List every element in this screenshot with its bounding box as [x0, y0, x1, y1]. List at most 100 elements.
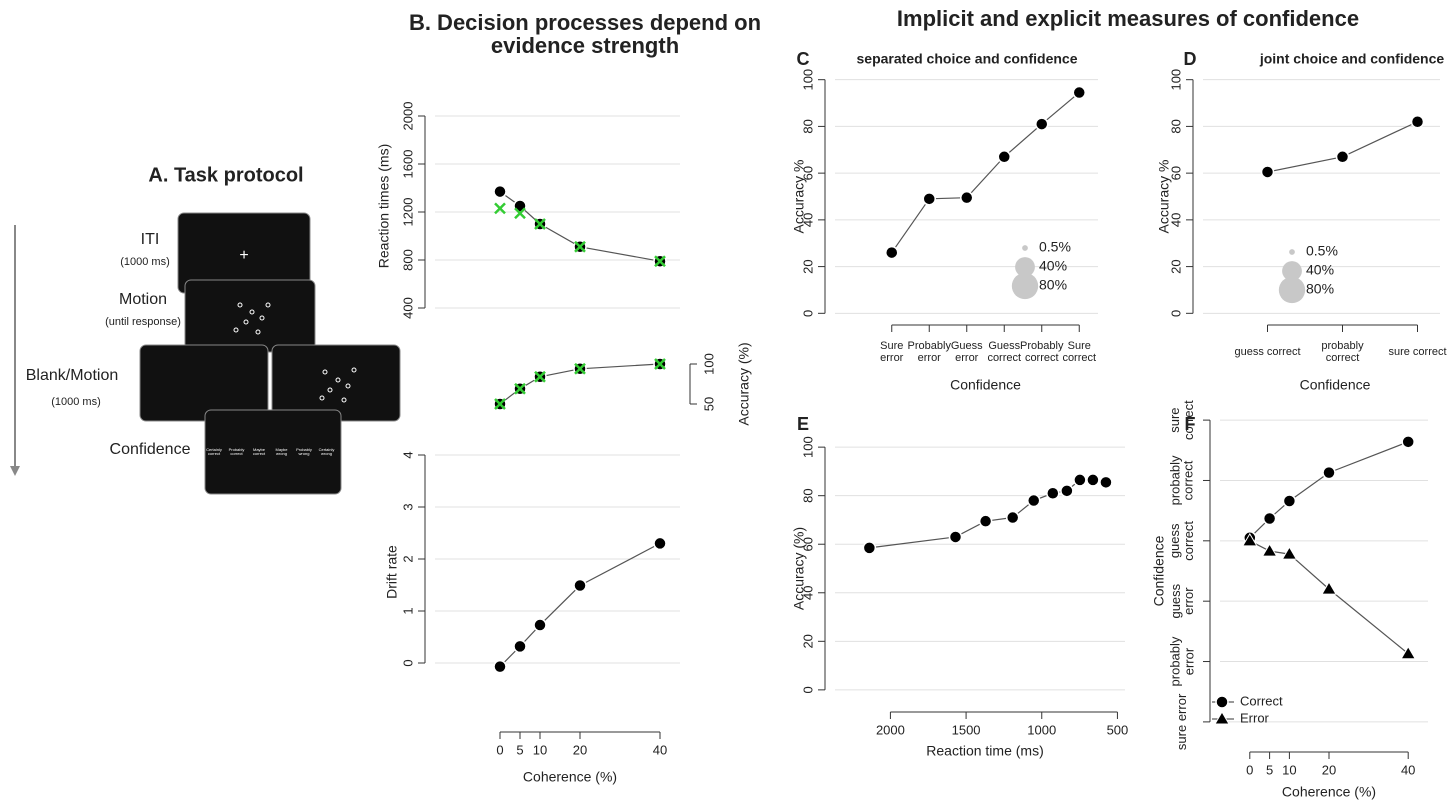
x-tick-label: 1500 — [952, 722, 981, 737]
x-tick-label-box: Probably error — [907, 340, 951, 364]
y-tick-label: 1 — [400, 607, 415, 614]
marker-stroke — [574, 240, 586, 253]
y-tick-label: 80 — [800, 119, 815, 133]
marker — [1400, 645, 1417, 660]
y-tick-label: 20 — [1168, 259, 1183, 273]
x-tick-label-box: Guess correct — [987, 341, 1021, 364]
y-tick-label: 0 — [800, 310, 815, 317]
marker — [1401, 435, 1415, 449]
heading: Implicit and explicit measures of confid… — [897, 6, 1359, 31]
y-axis-label: Accuracy (%) — [736, 342, 752, 425]
marker — [1026, 493, 1041, 508]
y-tick-label-box: guess error — [1167, 583, 1196, 619]
marker-stroke — [514, 207, 526, 220]
legend-label: Correct — [1240, 693, 1283, 708]
x-tick-label: 10 — [1282, 762, 1296, 777]
x-tick-label: 2000 — [876, 722, 905, 737]
marker — [1005, 510, 1020, 525]
x-tick-label: 40 — [1401, 762, 1415, 777]
panel-letter: F — [1185, 414, 1196, 434]
marker — [1262, 511, 1277, 526]
confidence-option: Maybe wrong — [275, 446, 288, 456]
y-tick-label: 1200 — [400, 198, 415, 227]
marker — [653, 536, 667, 551]
marker — [494, 398, 506, 410]
y-axis-label: Accuracy (%) — [791, 527, 807, 610]
marker — [1410, 114, 1425, 129]
x-tick-label: 20 — [1322, 762, 1336, 777]
y-tick-label: 40 — [800, 586, 815, 600]
x-tick-label: 0 — [496, 742, 503, 757]
marker-stroke — [494, 398, 506, 410]
y-tick-label: 40 — [800, 213, 815, 227]
y-tick-label-box: probably correct — [1167, 456, 1196, 506]
chart-title-box: B. Decision processes depend on evidence… — [408, 9, 762, 58]
marker-stroke — [534, 370, 546, 383]
y-tick-label: 0 — [1168, 310, 1183, 317]
y-tick-label: 100 — [701, 353, 716, 375]
confidence-option: Probably correct — [228, 446, 245, 456]
marker — [514, 207, 526, 220]
marker — [1214, 711, 1230, 725]
y-tick-label: 50 — [701, 397, 716, 411]
panel-a-title: A. Task protocol — [148, 164, 303, 186]
x-tick-label: 1000 — [1027, 722, 1056, 737]
marker — [978, 514, 993, 528]
dots — [233, 302, 271, 335]
y-tick-label: sure error — [1174, 693, 1190, 751]
marker — [1099, 475, 1113, 490]
marker — [534, 218, 546, 230]
y-tick-label: 4 — [400, 451, 415, 458]
y-tick-label: 60 — [800, 166, 815, 180]
confidence-option: Certainly wrong — [318, 446, 335, 456]
x-axis-label: Coherence (%) — [523, 769, 617, 785]
marker — [1215, 695, 1229, 709]
size-legend-symbol — [1289, 249, 1295, 255]
x-tick-label: 40 — [653, 742, 667, 757]
marker — [1322, 465, 1336, 480]
marker — [960, 190, 974, 205]
x-tick-label-box: Probably correct — [1020, 341, 1063, 364]
marker — [534, 370, 546, 383]
marker — [1321, 581, 1337, 595]
x-tick-label: 10 — [533, 742, 547, 757]
size-legend-label: 40% — [1039, 258, 1067, 274]
y-tick-label: 100 — [800, 436, 815, 458]
marker — [533, 618, 547, 632]
chart-title: separated choice and confidence — [857, 51, 1078, 67]
x-tick-label: Guess error — [950, 340, 983, 364]
x-tick-label-box: Sure error — [880, 341, 903, 364]
x-tick-label: Probably error — [907, 340, 951, 364]
y-tick-label: 100 — [800, 69, 815, 91]
confidence-option-box: Certainly correct — [206, 447, 222, 455]
marker — [573, 578, 587, 593]
confidence-option: Maybe correct — [252, 446, 266, 456]
panel-letter: E — [797, 414, 809, 434]
size-legend-symbol — [1011, 272, 1039, 300]
marker — [1035, 117, 1049, 131]
marker — [654, 255, 666, 268]
x-axis-label: Reaction time (ms) — [926, 743, 1043, 759]
task-protocol: A. Task protocol + ITI (1000 ms) Motion … — [10, 164, 401, 495]
marker-stroke — [494, 202, 506, 215]
screen — [184, 279, 316, 353]
chart-title: joint choice and confidence — [1259, 51, 1445, 67]
y-tick-label-box: sure error — [1174, 693, 1190, 751]
step-duration: (1000 ms) — [120, 256, 170, 268]
step-label: Blank/Motion — [26, 367, 119, 384]
marker — [1282, 494, 1297, 508]
x-tick-label-box: guess correct — [1234, 346, 1300, 358]
size-legend-label: 40% — [1306, 262, 1334, 278]
y-tick-label: guess error — [1167, 583, 1196, 619]
marker — [1335, 150, 1350, 164]
marker — [493, 659, 507, 674]
marker-stroke — [654, 255, 666, 268]
size-legend-label: 0.5% — [1039, 239, 1071, 255]
marker — [574, 240, 586, 253]
y-axis-label: Accuracy % — [1156, 160, 1172, 234]
marker — [1073, 473, 1087, 487]
y-tick-label: 1600 — [400, 150, 415, 179]
confidence-option-box: Maybe wrong — [275, 446, 288, 456]
chart-title: B. Decision processes depend on evidence… — [408, 9, 762, 58]
x-tick-label: 5 — [1266, 762, 1273, 777]
